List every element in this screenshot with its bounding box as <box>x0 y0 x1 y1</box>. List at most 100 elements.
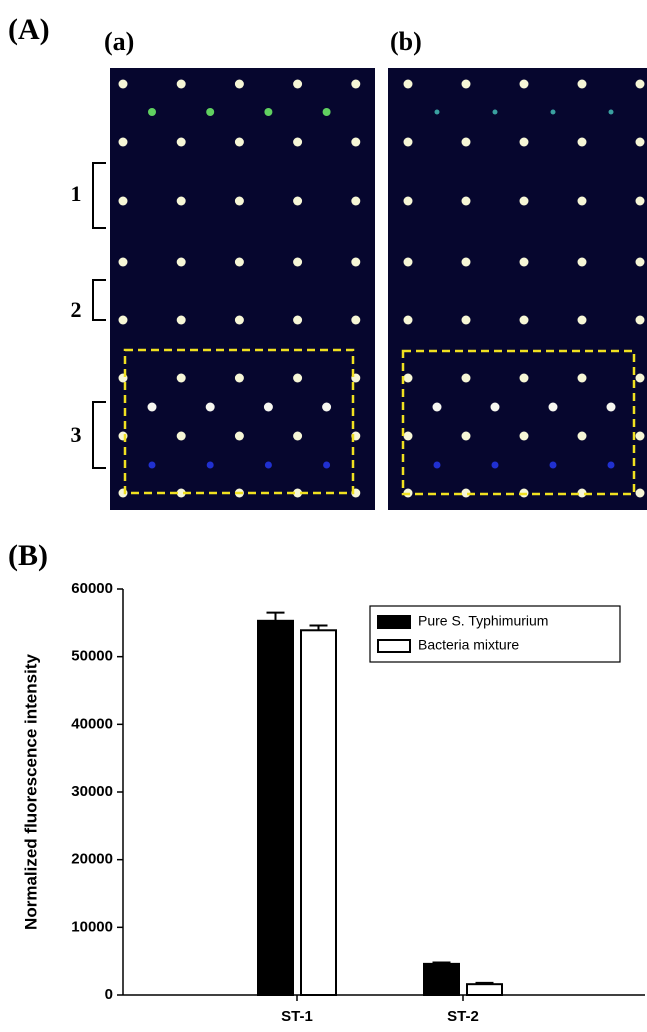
spot <box>322 403 331 412</box>
spot <box>493 110 498 115</box>
spot <box>551 110 556 115</box>
spot <box>149 462 156 469</box>
spot <box>177 316 186 325</box>
spot <box>578 432 587 441</box>
spot <box>404 316 413 325</box>
y-axis-label: Normalized fluorescence intensity <box>21 654 40 930</box>
y-tick-label: 20000 <box>71 851 113 868</box>
spot <box>462 432 471 441</box>
spot <box>207 462 214 469</box>
spot <box>434 462 441 469</box>
spot <box>293 258 302 267</box>
legend-swatch <box>378 616 410 628</box>
bar <box>467 984 502 995</box>
spot <box>462 374 471 383</box>
spot <box>235 258 244 267</box>
spot <box>636 80 645 89</box>
legend-label: Pure S. Typhimurium <box>418 613 548 629</box>
row-label: 3 <box>71 422 82 447</box>
spot <box>433 403 442 412</box>
spot <box>119 80 128 89</box>
array-image <box>110 68 375 510</box>
spot <box>462 258 471 267</box>
spot <box>636 489 645 498</box>
row-label: 1 <box>71 181 82 206</box>
spot <box>636 432 645 441</box>
spot <box>491 403 500 412</box>
spot <box>119 258 128 267</box>
y-tick-label: 50000 <box>71 648 113 665</box>
spot <box>293 316 302 325</box>
spot <box>520 138 529 147</box>
spot <box>578 80 587 89</box>
spot <box>119 316 128 325</box>
legend-swatch <box>378 640 410 652</box>
spot <box>462 80 471 89</box>
spot <box>235 197 244 206</box>
spot <box>462 316 471 325</box>
y-tick-label: 0 <box>105 986 113 1003</box>
x-tick-label: ST-2 <box>447 1008 479 1025</box>
spot <box>404 197 413 206</box>
spot <box>404 374 413 383</box>
bracket <box>93 163 106 468</box>
spot <box>265 462 272 469</box>
spot <box>177 432 186 441</box>
spot <box>578 258 587 267</box>
spot <box>206 403 215 412</box>
spot <box>578 316 587 325</box>
spot <box>293 138 302 147</box>
spot <box>119 197 128 206</box>
spot <box>235 432 244 441</box>
spot <box>148 403 157 412</box>
spot <box>492 462 499 469</box>
spot <box>177 138 186 147</box>
spot <box>404 432 413 441</box>
spot <box>578 197 587 206</box>
spot <box>578 138 587 147</box>
panel-label: (B) <box>8 539 48 572</box>
spot <box>235 316 244 325</box>
spot <box>404 138 413 147</box>
spot <box>636 258 645 267</box>
spot <box>119 138 128 147</box>
spot <box>636 316 645 325</box>
array-image <box>388 68 647 510</box>
spot <box>293 432 302 441</box>
spot <box>235 138 244 147</box>
y-tick-label: 40000 <box>71 715 113 732</box>
legend-label: Bacteria mixture <box>418 637 519 653</box>
spot <box>351 316 360 325</box>
spot <box>435 110 440 115</box>
spot <box>520 80 529 89</box>
y-tick-label: 30000 <box>71 783 113 800</box>
spot <box>608 462 615 469</box>
spot <box>351 80 360 89</box>
error-bar <box>267 613 285 621</box>
spot <box>462 197 471 206</box>
y-tick-label: 60000 <box>71 580 113 597</box>
spot <box>293 80 302 89</box>
spot <box>235 80 244 89</box>
spot <box>520 258 529 267</box>
spot <box>351 138 360 147</box>
spot <box>235 374 244 383</box>
spot <box>293 197 302 206</box>
spot <box>609 110 614 115</box>
spot <box>351 258 360 267</box>
y-tick-label: 10000 <box>71 918 113 935</box>
spot <box>636 138 645 147</box>
spot <box>549 403 558 412</box>
spot <box>550 462 557 469</box>
spot <box>323 108 331 116</box>
spot <box>636 374 645 383</box>
x-tick-label: ST-1 <box>281 1008 313 1025</box>
spot <box>264 108 272 116</box>
spot <box>404 258 413 267</box>
spot <box>177 374 186 383</box>
spot <box>177 258 186 267</box>
bar <box>424 964 459 995</box>
spot <box>148 108 156 116</box>
bar <box>258 621 293 995</box>
spot <box>462 138 471 147</box>
